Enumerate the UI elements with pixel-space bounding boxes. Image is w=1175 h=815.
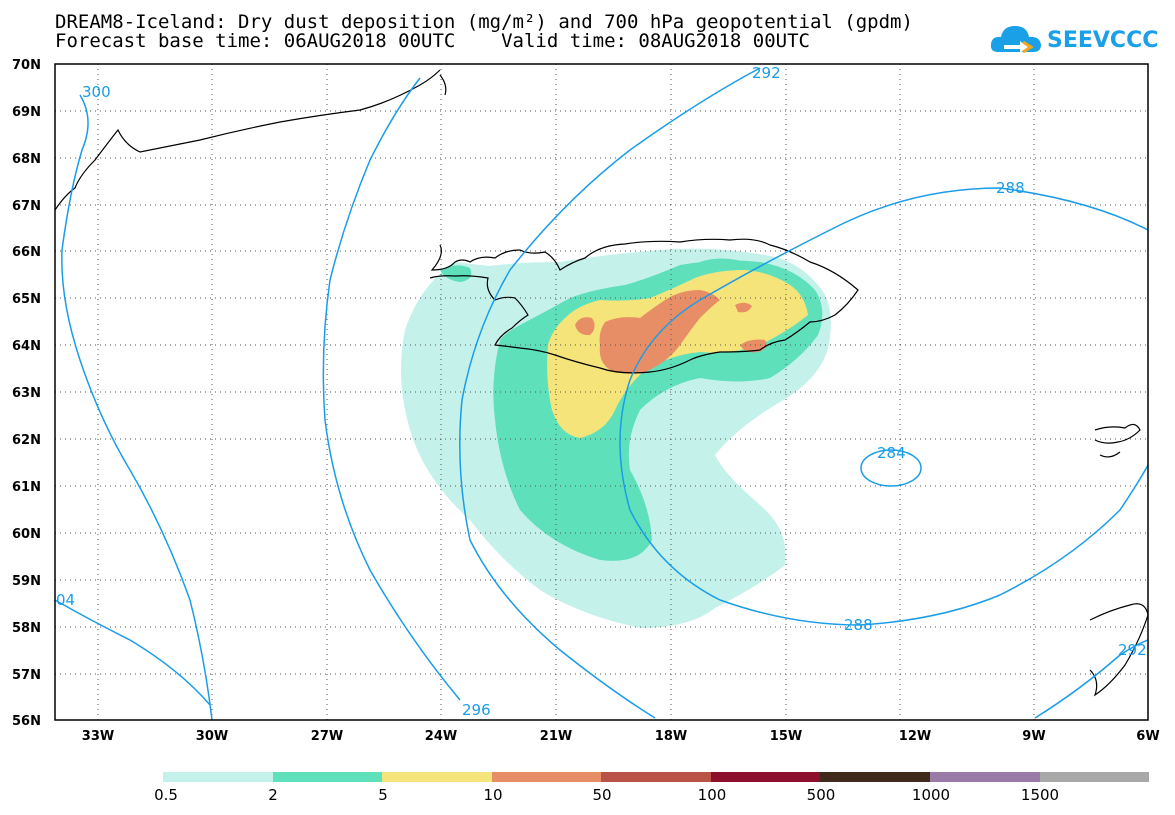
geopotential-contours <box>54 67 1149 721</box>
lat-tick-label: 64N <box>12 339 41 354</box>
contour-label: 292 <box>1118 641 1147 659</box>
legend-label: 2 <box>268 786 278 804</box>
legend-label: 1000 <box>911 786 951 804</box>
legend-swatch <box>382 772 492 782</box>
lat-tick-label: 57N <box>12 668 41 683</box>
lat-tick-label: 70N <box>12 58 41 73</box>
lat-tick-label: 60N <box>12 527 41 542</box>
lat-tick-label: 61N <box>12 480 41 495</box>
contour-label: 284 <box>877 444 906 462</box>
lon-tick-label: 27W <box>311 729 343 744</box>
legend-swatch <box>1039 772 1150 782</box>
contour-labels: 300 292 288 284 288 296 04 292 <box>56 64 1147 719</box>
legend-swatch <box>820 772 930 782</box>
legend-swatch <box>272 772 383 782</box>
legend-label: 5 <box>378 786 388 804</box>
legend-swatch <box>929 772 1040 782</box>
map-subtitle: Forecast base time: 06AUG2018 00UTC Vali… <box>55 30 810 52</box>
legend-swatch <box>710 772 821 782</box>
lon-tick-label: 33W <box>82 729 114 744</box>
contour-label: 296 <box>462 701 491 719</box>
legend-label: 1500 <box>1020 786 1060 804</box>
cloud-icon <box>990 26 1041 54</box>
lat-tick-label: 69N <box>12 105 41 120</box>
lat-tick-label: 68N <box>12 152 41 167</box>
logo-text: SEEVCCC <box>1047 28 1159 53</box>
legend-label: 10 <box>483 786 503 804</box>
lat-tick-label: 67N <box>12 199 41 214</box>
contour-label: 04 <box>56 591 75 609</box>
lat-tick-label: 66N <box>12 245 41 260</box>
lon-tick-label: 18W <box>655 729 687 744</box>
lat-tick-label: 58N <box>12 621 41 636</box>
lat-tick-label: 59N <box>12 574 41 589</box>
legend-label: 0.5 <box>154 786 178 804</box>
color-legend <box>163 772 1150 782</box>
contour-label: 288 <box>996 179 1025 197</box>
lon-tick-label: 6W <box>1136 729 1159 744</box>
lon-tick-label: 15W <box>770 729 802 744</box>
legend-swatch <box>601 772 711 782</box>
coastlines <box>54 69 1149 697</box>
lat-tick-label: 65N <box>12 292 41 307</box>
seevccc-logo: SEEVCCC <box>990 18 1158 60</box>
map-frame <box>54 63 1149 721</box>
lon-tick-label: 30W <box>196 729 228 744</box>
legend-labels: 0.5 2 5 10 50 100 500 1000 1500 <box>0 786 1175 806</box>
lat-tick-label: 63N <box>12 386 41 401</box>
lon-tick-label: 12W <box>899 729 931 744</box>
lat-axis: 70N 69N 68N 67N 66N 65N 64N 63N 62N 61N … <box>12 58 41 729</box>
contour-label: 288 <box>844 616 873 634</box>
lon-tick-label: 21W <box>540 729 572 744</box>
lat-tick-label: 56N <box>12 714 41 729</box>
lon-tick-label: 24W <box>425 729 457 744</box>
legend-label: 50 <box>592 786 612 804</box>
lon-tick-label: 9W <box>1022 729 1045 744</box>
legend-label: 500 <box>806 786 836 804</box>
graticule <box>55 64 1148 720</box>
legend-swatch <box>163 772 273 782</box>
legend-swatch <box>491 772 602 782</box>
legend-label: 100 <box>697 786 727 804</box>
map-title: DREAM8-Iceland: Dry dust deposition (mg/… <box>55 11 913 33</box>
contour-label: 300 <box>82 83 111 101</box>
contour-label: 292 <box>752 64 781 82</box>
lon-axis: 33W 30W 27W 24W 21W 18W 15W 12W 9W 6W <box>82 729 1160 744</box>
lat-tick-label: 62N <box>12 433 41 448</box>
